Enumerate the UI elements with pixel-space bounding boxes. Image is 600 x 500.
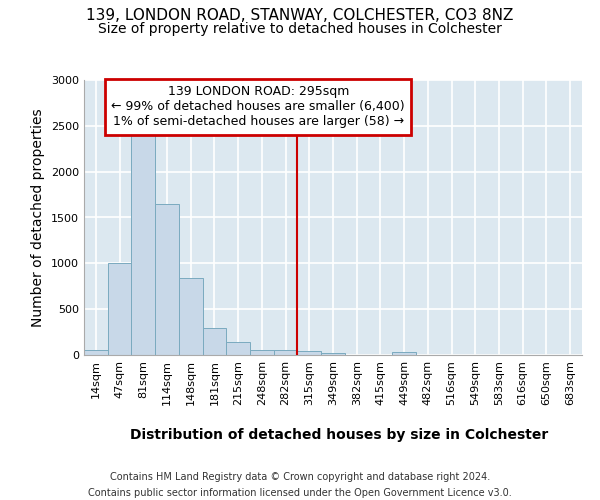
Bar — [250, 350, 274, 355]
Text: 139, LONDON ROAD, STANWAY, COLCHESTER, CO3 8NZ: 139, LONDON ROAD, STANWAY, COLCHESTER, C… — [86, 8, 514, 22]
Bar — [84, 350, 108, 355]
Bar — [108, 264, 131, 355]
Bar — [203, 328, 226, 355]
Bar — [298, 352, 321, 355]
Y-axis label: Number of detached properties: Number of detached properties — [31, 108, 46, 327]
Text: 139 LONDON ROAD: 295sqm
← 99% of detached houses are smaller (6,400)
1% of semi-: 139 LONDON ROAD: 295sqm ← 99% of detache… — [112, 86, 405, 128]
Bar — [155, 204, 179, 355]
Bar — [226, 342, 250, 355]
Bar — [179, 278, 203, 355]
Bar — [392, 352, 416, 355]
Text: Contains public sector information licensed under the Open Government Licence v3: Contains public sector information licen… — [88, 488, 512, 498]
Text: Contains HM Land Registry data © Crown copyright and database right 2024.: Contains HM Land Registry data © Crown c… — [110, 472, 490, 482]
Bar — [274, 350, 298, 355]
Text: Distribution of detached houses by size in Colchester: Distribution of detached houses by size … — [130, 428, 548, 442]
Text: Size of property relative to detached houses in Colchester: Size of property relative to detached ho… — [98, 22, 502, 36]
Bar — [131, 130, 155, 355]
Bar — [321, 353, 345, 355]
